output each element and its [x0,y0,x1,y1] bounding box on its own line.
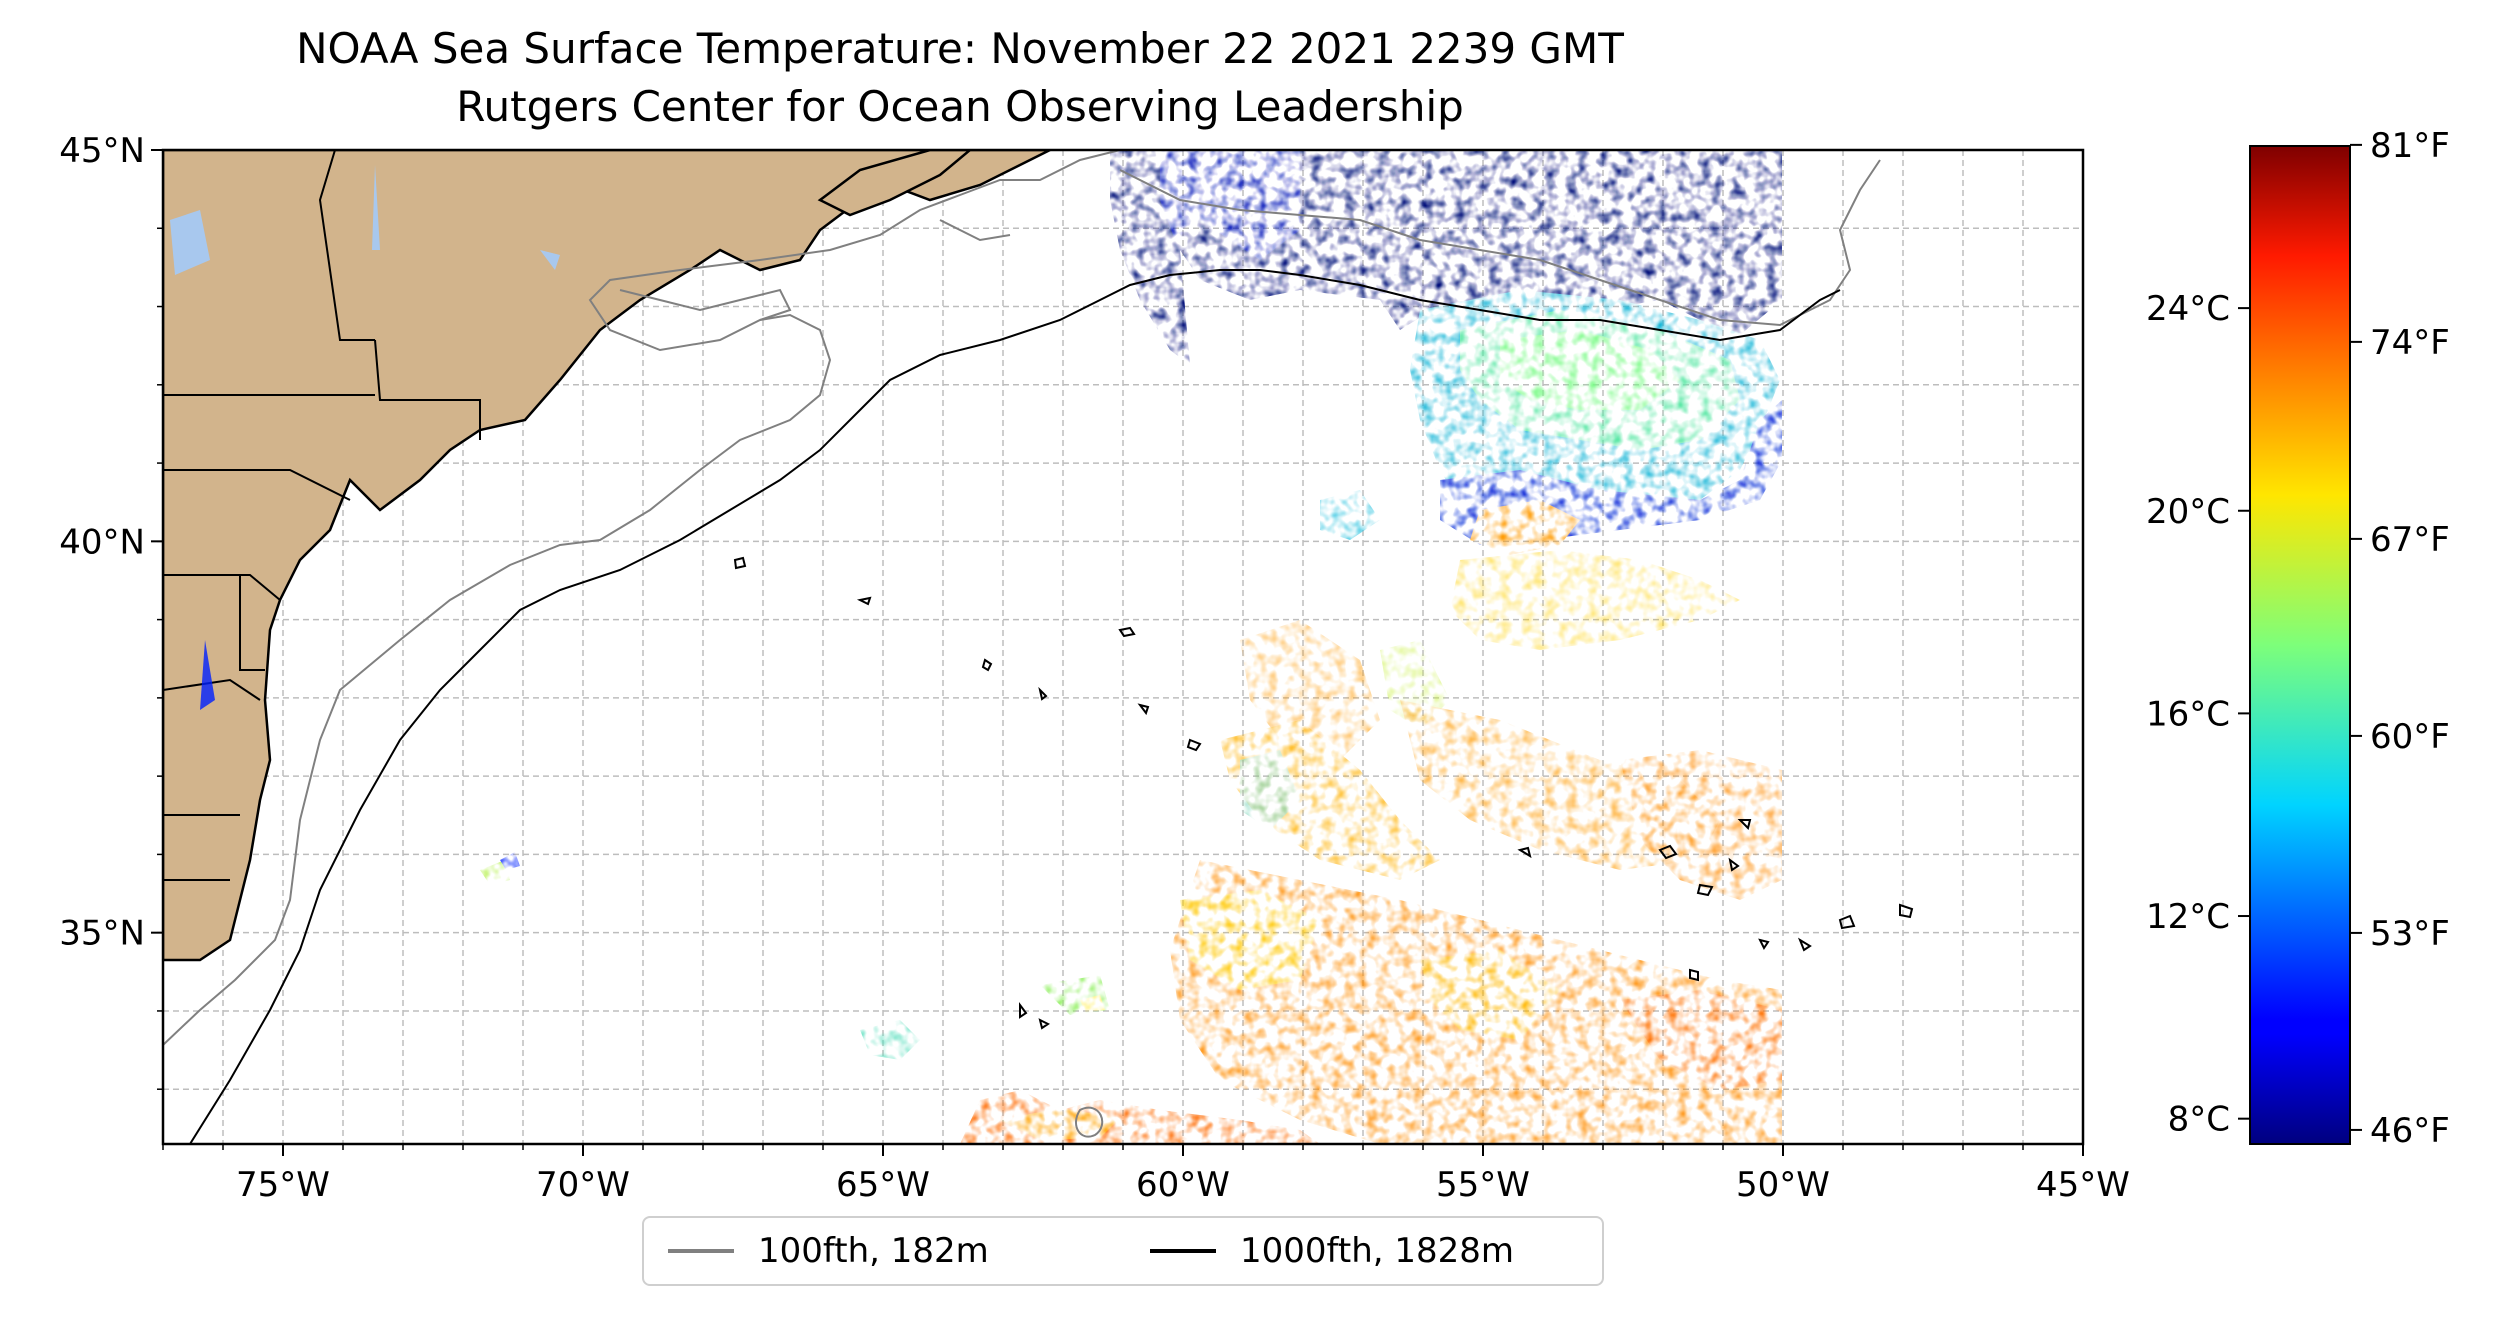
colorbar-celsius-axis: 8°C 12°C 16°C 20°C 24°C [2146,289,2250,1140]
lat-tick-label: 35°N [59,914,145,954]
fahrenheit-tick-label: 67°F [2370,520,2450,560]
legend-line-black [1150,1249,1216,1253]
lon-tick-label: 75°W [236,1165,330,1205]
land-layer [163,150,1051,962]
lon-tick-label: 65°W [836,1165,930,1205]
lat-tick-label: 40°N [59,522,145,562]
celsius-tick-label: 24°C [2146,289,2230,329]
lon-tick-label: 50°W [1736,1165,1830,1205]
legend-label-100fth: 100fth, 182m [758,1231,989,1271]
lon-tick-label: 45°W [2036,1165,2130,1205]
lat-tick-label: 45°N [59,131,145,171]
colorbar-fahrenheit-axis: 46°F 53°F 60°F 67°F 74°F 81°F [2350,126,2450,1151]
sst-data-layer [480,150,1782,1144]
lon-tick-label: 60°W [1136,1165,1230,1205]
legend-line-gray [668,1249,734,1253]
celsius-tick-label: 12°C [2146,897,2230,937]
legend-item-1000fth: 1000fth, 1828m [1150,1218,1514,1284]
lon-tick-label: 70°W [536,1165,630,1205]
longitude-axis: 75°W 70°W 65°W 60°W 55°W 50°W 45°W [162,1144,2130,1205]
fahrenheit-tick-label: 74°F [2370,323,2450,363]
fahrenheit-tick-label: 81°F [2370,126,2450,166]
fahrenheit-tick-label: 60°F [2370,717,2450,757]
legend-item-100fth: 100fth, 182m [668,1218,989,1284]
celsius-tick-label: 20°C [2146,492,2230,532]
fahrenheit-tick-label: 53°F [2370,914,2450,954]
fahrenheit-tick-label: 46°F [2370,1111,2450,1151]
contour-legend: 100fth, 182m 1000fth, 1828m [642,1216,1604,1286]
colorbar [2249,145,2351,1145]
legend-label-1000fth: 1000fth, 1828m [1240,1231,1515,1271]
latitude-axis: 45°N 40°N 35°N [59,131,163,1090]
lon-tick-label: 55°W [1436,1165,1530,1205]
celsius-tick-label: 16°C [2146,694,2230,734]
bathymetry-contours [163,150,1914,1144]
celsius-tick-label: 8°C [2168,1100,2230,1140]
map-title: NOAA Sea Surface Temperature: November 2… [296,24,1624,73]
map-subtitle: Rutgers Center for Ocean Observing Leade… [456,82,1464,131]
